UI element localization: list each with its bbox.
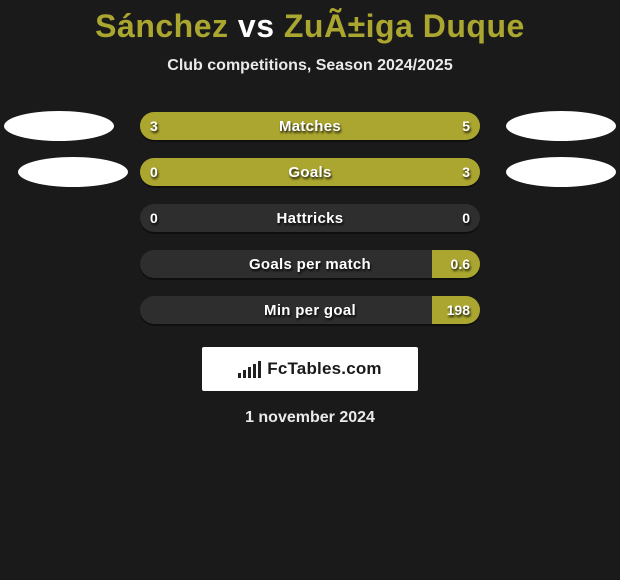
bars-icon (238, 360, 261, 378)
stat-label: Goals per match (140, 250, 480, 278)
player2-name: ZuÃ±iga Duque (284, 8, 525, 44)
stat-bar: 0 3 Goals (140, 158, 480, 186)
player2-club-placeholder (506, 157, 616, 187)
stat-bar: 0.6 Goals per match (140, 250, 480, 278)
stat-bar: 0 0 Hattricks (140, 204, 480, 232)
player1-club-placeholder (18, 157, 128, 187)
attribution-badge: FcTables.com (202, 347, 418, 391)
stat-row-goals: 0 3 Goals (0, 149, 620, 195)
vs-word: vs (238, 8, 275, 44)
stat-label: Hattricks (140, 204, 480, 232)
page-title: Sánchez vs ZuÃ±iga Duque (0, 8, 620, 45)
stat-row-mpg: 198 Min per goal (0, 287, 620, 333)
as-of-date: 1 november 2024 (0, 409, 620, 427)
stat-row-hattricks: 0 0 Hattricks (0, 195, 620, 241)
stat-label: Goals (140, 158, 480, 186)
player1-avatar-placeholder (4, 111, 114, 141)
stat-bar: 198 Min per goal (140, 296, 480, 324)
player1-name: Sánchez (95, 8, 228, 44)
comparison-widget: Sánchez vs ZuÃ±iga Duque Club competitio… (0, 0, 620, 580)
stat-row-matches: 3 5 Matches (0, 103, 620, 149)
stat-bar: 3 5 Matches (140, 112, 480, 140)
stat-row-gpm: 0.6 Goals per match (0, 241, 620, 287)
stat-label: Matches (140, 112, 480, 140)
attribution-text: FcTables.com (267, 359, 382, 379)
subtitle: Club competitions, Season 2024/2025 (0, 57, 620, 75)
stats-rows: 3 5 Matches 0 3 Goals 0 0 (0, 103, 620, 333)
player2-avatar-placeholder (506, 111, 616, 141)
stat-label: Min per goal (140, 296, 480, 324)
